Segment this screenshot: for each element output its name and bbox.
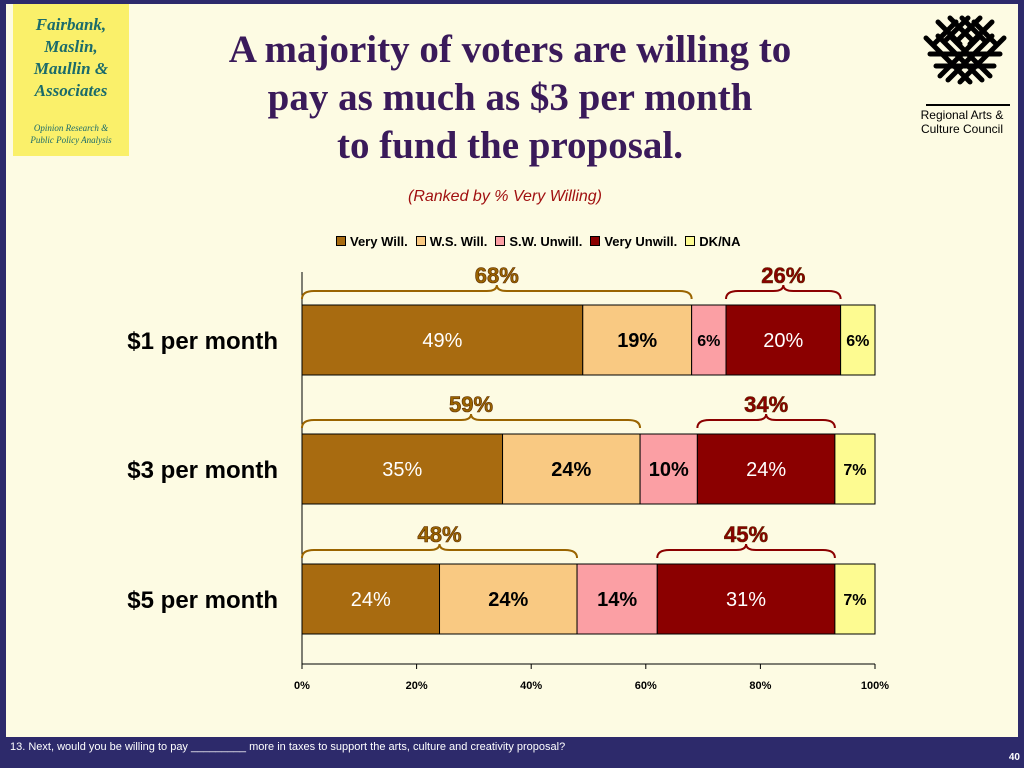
bar-segment <box>834 563 876 635</box>
data-label: 35% <box>382 459 422 481</box>
data-label: 6% <box>846 333 869 350</box>
x-tick-label: 60% <box>635 680 657 692</box>
bar-segment <box>834 433 876 505</box>
partner-divider <box>926 104 1010 106</box>
data-label: 6% <box>697 333 720 350</box>
willing-bracket <box>301 543 579 559</box>
unwilling-total-label: 26% <box>761 263 805 288</box>
x-tick-label: 80% <box>749 680 771 692</box>
legend-swatch <box>336 236 346 246</box>
x-tick-label: 0% <box>294 680 310 692</box>
unwilling-total-label: 45% <box>724 522 768 547</box>
logo-firm-name: Fairbank, Maslin, Maullin & Associates <box>33 15 109 100</box>
data-label: 24% <box>351 589 391 611</box>
data-label: 7% <box>843 592 866 609</box>
willing-total-label: 59% <box>449 392 493 417</box>
bar-segment <box>301 304 584 376</box>
category-label: $5 per month <box>127 587 278 614</box>
data-label: 14% <box>597 589 637 611</box>
data-label: 19% <box>617 330 657 352</box>
legend-swatch <box>495 236 506 246</box>
willing-bracket <box>301 413 642 429</box>
bar-segment <box>582 304 693 376</box>
legend-label: Very Unwill. <box>604 233 678 249</box>
bar-segment <box>691 304 727 376</box>
category-label: $3 per month <box>127 457 278 484</box>
legend-item: W.S. Will. <box>415 233 488 249</box>
willing-total-label: 68% <box>475 263 519 288</box>
fmma-logo: Fairbank, Maslin, Maullin & Associates O… <box>13 4 129 156</box>
data-label: 10% <box>649 459 689 481</box>
bar-segment <box>696 433 836 505</box>
legend-swatch <box>415 236 426 246</box>
footnote: 13. Next, would you be willing to pay __… <box>10 741 566 753</box>
unwilling-total-label: 34% <box>744 392 788 417</box>
bar-segment <box>301 563 441 635</box>
bar-segment <box>576 563 658 635</box>
data-label: 24% <box>746 459 786 481</box>
logo-tagline: Opinion Research & Public Policy Analysi… <box>30 123 112 145</box>
data-label: 31% <box>726 589 766 611</box>
legend-item: Very Will. <box>336 234 408 249</box>
chart-legend: Very Will. W.S. Will. S.W. Unwill. Very Unw… <box>336 232 740 250</box>
category-label: $1 per month <box>127 328 278 355</box>
legend-swatch <box>685 236 696 246</box>
willing-total-label: 48% <box>417 522 461 547</box>
x-tick-label: 100% <box>861 680 889 692</box>
legend-label: Very Will. <box>350 233 408 249</box>
legend-swatch <box>590 236 601 246</box>
unwilling-bracket <box>725 284 842 300</box>
data-label: 49% <box>422 330 462 352</box>
bar-segment <box>439 563 578 635</box>
data-label: 7% <box>843 462 866 479</box>
bar-segment <box>639 433 698 505</box>
x-tick-label: 40% <box>520 680 542 692</box>
chart-subtitle: (Ranked by % Very Willing) <box>408 188 602 205</box>
bar-segment <box>301 433 504 505</box>
bar-segment <box>502 433 641 505</box>
data-label: 24% <box>488 589 528 611</box>
willing-bracket <box>301 284 693 300</box>
bar-segment <box>840 304 876 376</box>
bar-segment <box>725 304 842 376</box>
partner-name: Regional Arts & Culture Council <box>920 108 1004 136</box>
unwilling-bracket <box>696 413 836 429</box>
legend-item: DK/NA <box>685 234 740 249</box>
data-label: 24% <box>551 459 591 481</box>
legend-item: S.W. Unwill. <box>495 234 582 249</box>
slide-title: A majority of voters are willing to pay … <box>228 28 792 167</box>
data-label: 20% <box>763 330 803 352</box>
legend-label: DK/NA <box>699 233 741 249</box>
unwilling-bracket <box>656 543 836 559</box>
x-tick-label: 20% <box>406 680 428 692</box>
legend-label: W.S. Will. <box>429 233 488 249</box>
legend-item: Very Unwill. <box>590 234 677 249</box>
page-number: 40 <box>1008 752 1020 763</box>
legend-label: S.W. Unwill. <box>509 233 583 249</box>
woven-star-icon <box>923 15 1007 85</box>
bar-segment <box>656 563 836 635</box>
